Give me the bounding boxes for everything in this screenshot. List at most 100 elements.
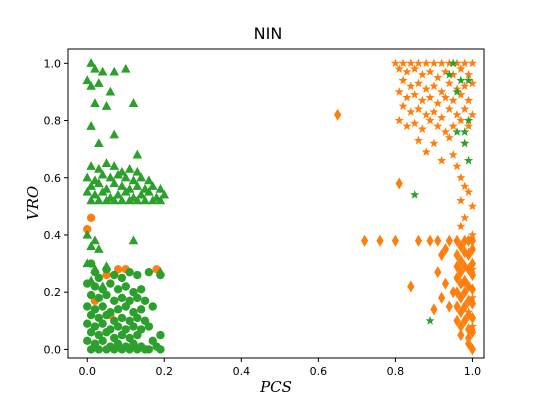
data-point-s1-p12 bbox=[434, 266, 442, 279]
data-point-s3-p28 bbox=[120, 172, 131, 182]
data-point-s3-p54 bbox=[94, 195, 104, 205]
data-point-s2-p82 bbox=[467, 321, 478, 331]
data-point-s2-p38 bbox=[448, 95, 458, 105]
data-point-s4-p61 bbox=[98, 336, 107, 346]
data-point-s3-p58 bbox=[124, 195, 135, 205]
data-point-s2-p65 bbox=[421, 147, 431, 156]
data-point-s4-p72 bbox=[102, 345, 111, 354]
data-point-s2-p27 bbox=[444, 78, 454, 88]
y-tick-label: 0.4 bbox=[44, 229, 62, 242]
data-point-s2-p79 bbox=[460, 278, 470, 288]
data-point-s2-p18 bbox=[448, 69, 458, 79]
data-point-s3-p44 bbox=[97, 186, 108, 196]
data-point-s3-p42 bbox=[82, 186, 93, 196]
data-point-s4-p51 bbox=[144, 322, 154, 331]
data-point-s2-p42 bbox=[406, 107, 416, 116]
data-point-s1-p4 bbox=[395, 177, 403, 190]
data-point-s4-p26 bbox=[83, 302, 92, 311]
data-point-s2-p45 bbox=[429, 107, 439, 116]
data-point-s1-p53 bbox=[457, 329, 465, 342]
data-point-s4-p59 bbox=[83, 336, 92, 346]
data-point-s2-p80 bbox=[467, 293, 478, 302]
data-point-s2-p39 bbox=[456, 89, 466, 99]
data-point-s4-p37 bbox=[102, 310, 111, 320]
data-point-s3-p36 bbox=[117, 181, 127, 190]
data-point-s3-p13 bbox=[94, 138, 104, 148]
data-point-s2-p78 bbox=[467, 264, 478, 274]
data-point-s3-p40 bbox=[147, 181, 158, 190]
data-point-s4-p8 bbox=[144, 267, 154, 277]
data-point-s4-p14 bbox=[113, 285, 123, 294]
data-point-s1-p34 bbox=[457, 277, 465, 290]
data-point-s3-p3 bbox=[109, 66, 120, 76]
data-point-s2-p4 bbox=[421, 58, 431, 68]
data-point-s1-p48 bbox=[453, 314, 461, 327]
data-point-s2-p19 bbox=[456, 64, 466, 73]
y-tick-label: 0.2 bbox=[44, 286, 62, 299]
x-tick-label: 0.4 bbox=[233, 365, 251, 378]
data-point-s2-p5 bbox=[429, 58, 439, 68]
data-point-s2-p70 bbox=[460, 181, 470, 191]
data-point-s3-p60 bbox=[140, 195, 150, 205]
data-point-s3-p32 bbox=[86, 181, 96, 190]
data-point-s1-p44 bbox=[457, 306, 465, 319]
data-point-s2-p15 bbox=[425, 67, 435, 76]
data-point-s4-p39 bbox=[117, 313, 127, 323]
data-point-s1-p27 bbox=[468, 243, 477, 256]
data-point-s2-p77 bbox=[464, 247, 474, 257]
data-point-s4-p25 bbox=[140, 296, 150, 305]
data-point-s1-p14 bbox=[449, 286, 457, 299]
data-point-s4-p74 bbox=[117, 345, 127, 354]
data-point-s4-p58 bbox=[133, 330, 142, 340]
data-point-s2-p58 bbox=[448, 121, 458, 131]
data-point-s3-p31 bbox=[144, 175, 154, 185]
data-point-s2-p50 bbox=[467, 110, 478, 119]
data-point-s3-p17 bbox=[94, 163, 104, 173]
data-point-s1-p24 bbox=[457, 254, 465, 267]
data-point-s4-p43 bbox=[83, 319, 92, 328]
data-point-s2-p9 bbox=[460, 58, 470, 68]
data-point-s2-p72 bbox=[456, 195, 466, 205]
data-point-s2-p59 bbox=[456, 115, 466, 125]
y-tick-label: 0.6 bbox=[44, 172, 62, 185]
data-point-s2-p60 bbox=[464, 121, 474, 131]
data-point-s2-p55 bbox=[425, 115, 435, 125]
data-point-s3-p26 bbox=[105, 172, 116, 182]
data-point-s4-p9 bbox=[156, 270, 165, 280]
data-point-s3-p7 bbox=[94, 78, 104, 87]
data-point-s3-p29 bbox=[128, 175, 139, 185]
data-point-s3-p56 bbox=[109, 195, 120, 205]
data-point-s3-p38 bbox=[132, 181, 143, 190]
data-point-s3-p6 bbox=[86, 80, 96, 90]
data-point-s4-p15 bbox=[121, 282, 130, 291]
data-point-s4-p5 bbox=[117, 273, 127, 283]
data-point-s2-p46 bbox=[437, 112, 447, 122]
data-point-s4-p22 bbox=[117, 293, 127, 303]
data-point-s4-p49 bbox=[129, 322, 138, 331]
y-tick-label: 0.8 bbox=[44, 115, 62, 128]
data-point-s1-p10 bbox=[445, 234, 453, 247]
data-point-s4-p6 bbox=[125, 267, 134, 277]
data-point-s2-p14 bbox=[417, 69, 427, 79]
data-point-s3-p61 bbox=[147, 195, 158, 205]
data-point-s2-p32 bbox=[402, 92, 412, 102]
data-point-s3-p27 bbox=[113, 169, 123, 179]
data-point-s2-p44 bbox=[421, 110, 431, 119]
y-tick-label: 0.0 bbox=[44, 343, 62, 356]
data-point-s3-p14 bbox=[109, 129, 120, 139]
data-point-s5-p3 bbox=[464, 75, 474, 85]
data-point-s1-p29 bbox=[457, 266, 465, 279]
data-point-s3-p21 bbox=[124, 163, 135, 173]
data-point-s0-p0 bbox=[83, 225, 92, 234]
data-point-s5-p4 bbox=[452, 87, 462, 96]
data-point-s2-p21 bbox=[398, 75, 408, 85]
data-point-s3-p62 bbox=[155, 195, 166, 205]
data-point-s2-p17 bbox=[440, 67, 451, 76]
data-point-s1-p19 bbox=[457, 240, 465, 253]
data-point-s2-p73 bbox=[467, 201, 478, 211]
x-tick-label: 0.2 bbox=[156, 365, 174, 378]
data-point-s4-p73 bbox=[110, 345, 119, 354]
data-point-s2-p2 bbox=[406, 58, 416, 68]
data-point-s3-p67 bbox=[128, 235, 139, 245]
data-point-s4-p75 bbox=[125, 345, 134, 354]
